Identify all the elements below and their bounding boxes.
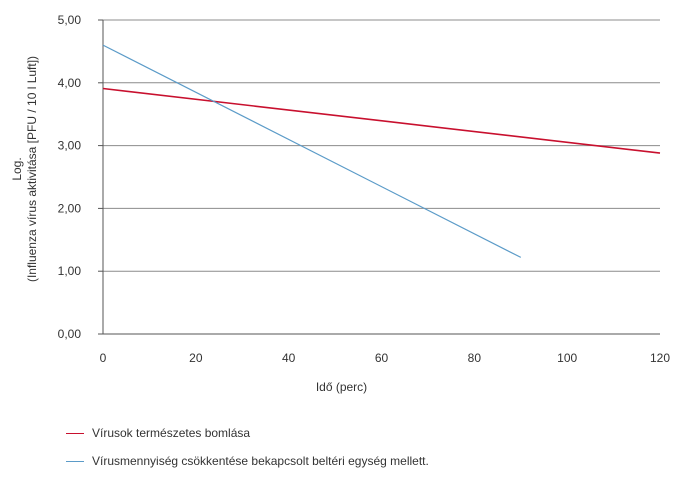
x-tick-label: 40 — [282, 351, 296, 365]
legend-item-natural-decay: Vírusok természetes bomlása — [66, 424, 429, 442]
y-tick-label: 2,00 — [58, 201, 82, 215]
legend-label-natural-decay: Vírusok természetes bomlása — [92, 426, 251, 440]
legend-label-indoor-unit: Vírusmennyiség csökkentése bekapcsolt be… — [92, 454, 429, 468]
series-line-0 — [102, 87, 661, 154]
y-axis-title-line1: Log. — [10, 157, 24, 180]
y-tick-label: 1,00 — [58, 264, 82, 278]
line-chart: 0,00 1,00 2,00 3,00 4,00 5,00 0 20 40 60 80 100 120… — [10, 13, 671, 394]
x-tick-label: 100 — [557, 351, 577, 365]
legend-swatch-natural-decay — [66, 432, 84, 434]
y-tick-label: 5,00 — [58, 13, 82, 27]
legend: Vírusok természetes bomlása Vírusmennyis… — [66, 424, 429, 480]
legend-item-indoor-unit: Vírusmennyiség csökkentése bekapcsolt be… — [66, 452, 429, 470]
grid-lines — [103, 19, 660, 272]
axes — [98, 19, 660, 335]
legend-swatch-indoor-unit — [66, 460, 84, 462]
y-tick-label: 0,00 — [58, 327, 82, 341]
x-tick-label: 80 — [468, 351, 482, 365]
series-lines — [102, 44, 661, 258]
y-tick-label: 4,00 — [58, 76, 82, 90]
x-tick-label: 120 — [650, 351, 670, 365]
x-tick-label: 0 — [100, 351, 107, 365]
x-tick-label: 20 — [189, 351, 203, 365]
series-line-1 — [102, 44, 522, 258]
x-axis-title: Idő (perc) — [316, 380, 367, 394]
x-tick-labels: 0 20 40 60 80 100 120 — [100, 351, 671, 365]
x-tick-label: 60 — [375, 351, 389, 365]
y-tick-label: 3,00 — [58, 139, 82, 153]
y-axis-title-line2: (Influenza vírus aktivitása [PFU / 10 l … — [25, 56, 39, 282]
y-tick-labels: 0,00 1,00 2,00 3,00 4,00 5,00 — [58, 13, 82, 341]
